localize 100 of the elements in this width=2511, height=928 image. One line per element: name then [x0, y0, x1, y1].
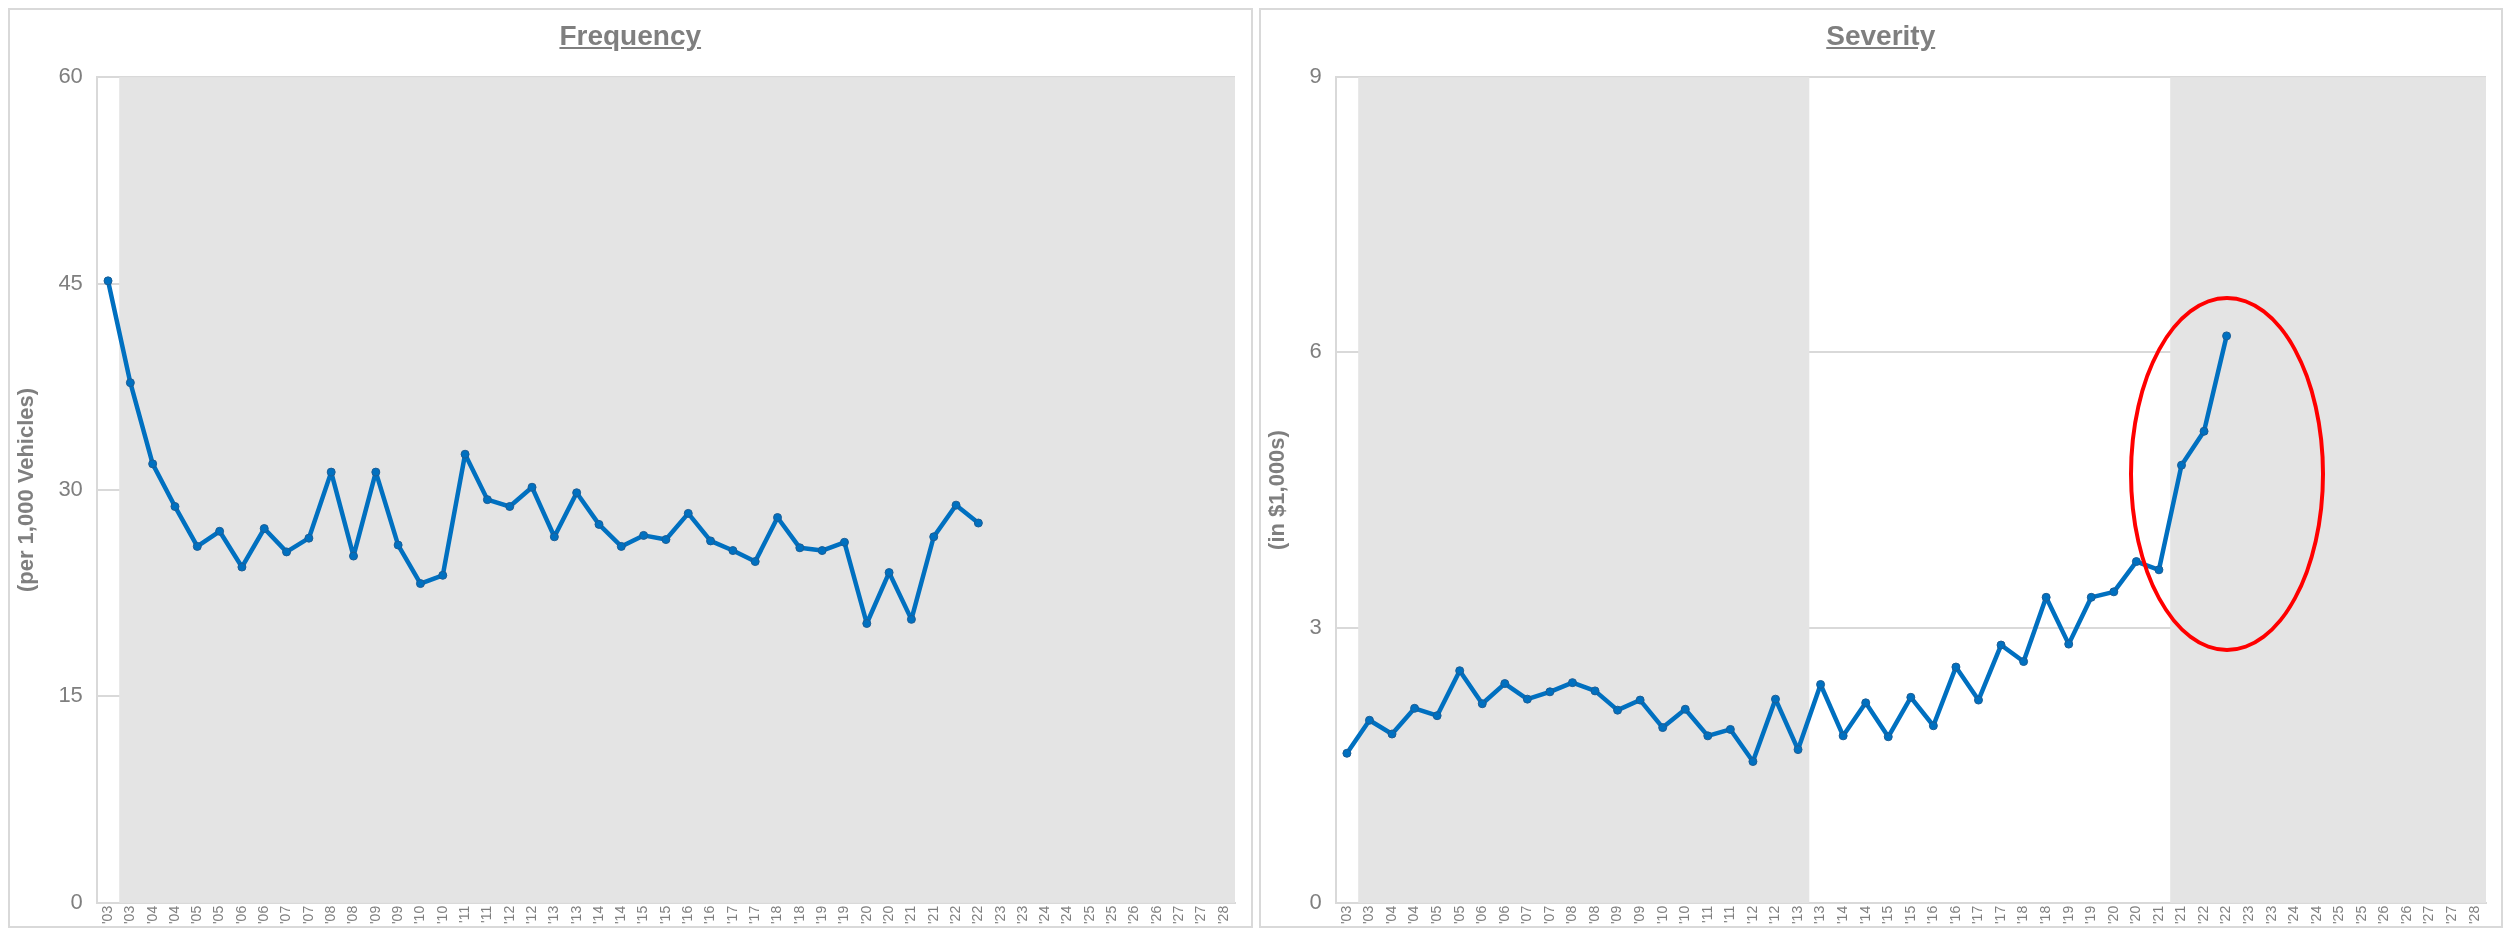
x-tick-label: '18: [2013, 905, 2030, 925]
x-tick-label: '08: [1585, 905, 1602, 925]
point: [2018, 657, 2028, 667]
x-tick-label: '15: [1901, 905, 1918, 925]
point: [237, 562, 247, 572]
x-tick-label: '21: [924, 905, 941, 925]
x-tick-label: '10: [1653, 905, 1670, 925]
point: [1454, 666, 1464, 676]
point: [2063, 639, 2073, 649]
chart-title: Frequency: [558, 19, 703, 51]
point: [393, 540, 403, 550]
x-tick-label: '28: [2465, 905, 2482, 925]
y-tick-label: 6: [1308, 338, 1322, 364]
point: [973, 518, 983, 528]
point: [951, 500, 961, 510]
x-tick-label: '12: [522, 905, 539, 925]
x-tick-label: '13: [1810, 905, 1827, 925]
point: [1905, 692, 1915, 702]
point: [616, 541, 626, 551]
x-tick-label: '25: [1103, 905, 1120, 925]
chart-title: Severity: [1825, 19, 1937, 51]
x-tick-label: '10: [1675, 905, 1692, 925]
x-tick-label: '04: [143, 905, 160, 925]
x-tick-label: '06: [232, 905, 249, 925]
point: [505, 502, 515, 512]
point: [1544, 687, 1554, 697]
x-tick-label: '05: [210, 905, 227, 925]
point: [1973, 695, 1983, 705]
x-tick-label: '18: [768, 905, 785, 925]
x-tick-label: '10: [433, 905, 450, 925]
x-tick-label: '12: [1743, 905, 1760, 925]
point: [795, 543, 805, 553]
x-tick-label: '27: [1192, 905, 1209, 925]
x-tick-label: '13: [545, 905, 562, 925]
point: [1522, 694, 1532, 704]
point: [773, 513, 783, 523]
x-tick-label: '14: [612, 905, 629, 925]
x-tick-label: '10: [411, 905, 428, 925]
point: [170, 502, 180, 512]
point: [1432, 711, 1442, 721]
x-tick-label: '04: [1382, 905, 1399, 925]
point: [2221, 331, 2231, 341]
x-tick-label: '27: [1170, 905, 1187, 925]
point: [460, 449, 470, 459]
x-tick-label: '12: [500, 905, 517, 925]
x-tick-label: '16: [701, 905, 718, 925]
point: [326, 467, 336, 477]
point: [192, 541, 202, 551]
x-tick-label: '13: [567, 905, 584, 925]
x-tick-label: '17: [1991, 905, 2008, 925]
point: [1702, 731, 1712, 741]
y-tick-label: 3: [1308, 613, 1322, 639]
x-tick-label: '19: [835, 905, 852, 925]
x-tick-label: '09: [1630, 905, 1647, 925]
point: [1499, 679, 1509, 689]
x-tick-label: '16: [679, 905, 696, 925]
x-tick-label: '21: [902, 905, 919, 925]
x-tick-label: '06: [1472, 905, 1489, 925]
x-tick-label: '18: [790, 905, 807, 925]
point: [884, 568, 894, 578]
point: [2131, 557, 2141, 567]
x-tick-label: '04: [1404, 905, 1421, 925]
x-tick-label: '05: [1450, 905, 1467, 925]
x-tick-label: '15: [656, 905, 673, 925]
point: [304, 533, 314, 543]
point: [1567, 678, 1577, 688]
point: [639, 530, 649, 540]
point: [1341, 748, 1351, 758]
point: [1838, 731, 1848, 741]
point: [1635, 695, 1645, 705]
x-tick-label: '05: [188, 905, 205, 925]
x-tick-label: '14: [589, 905, 606, 925]
x-tick-label: '17: [1968, 905, 1985, 925]
x-tick-label: '08: [322, 905, 339, 925]
x-tick-label: '24: [2284, 905, 2301, 925]
x-tick-label: '13: [1788, 905, 1805, 925]
point: [750, 557, 760, 567]
point: [661, 535, 671, 545]
point: [906, 614, 916, 624]
x-tick-label: '24: [1036, 905, 1053, 925]
x-tick-label: '18: [2036, 905, 2053, 925]
x-tick-label: '19: [813, 905, 830, 925]
x-tick-label: '11: [455, 905, 472, 924]
point: [2108, 587, 2118, 597]
point: [215, 526, 225, 536]
x-tick-label: '23: [2239, 905, 2256, 925]
x-tick-label: '07: [1540, 905, 1557, 925]
point: [527, 482, 537, 492]
point: [1928, 721, 1938, 731]
x-tick-label: '20: [2126, 905, 2143, 925]
x-tick-label: '11: [478, 905, 495, 924]
y-tick-label: 9: [1308, 63, 1322, 89]
point: [1747, 757, 1757, 767]
point: [2176, 460, 2186, 470]
x-tick-label: '21: [2149, 905, 2166, 925]
x-tick-label: '25: [2352, 905, 2369, 925]
point: [1409, 703, 1419, 713]
x-tick-label: '27: [2419, 905, 2436, 925]
x-tick-label: '26: [1147, 905, 1164, 925]
point: [1725, 724, 1735, 734]
